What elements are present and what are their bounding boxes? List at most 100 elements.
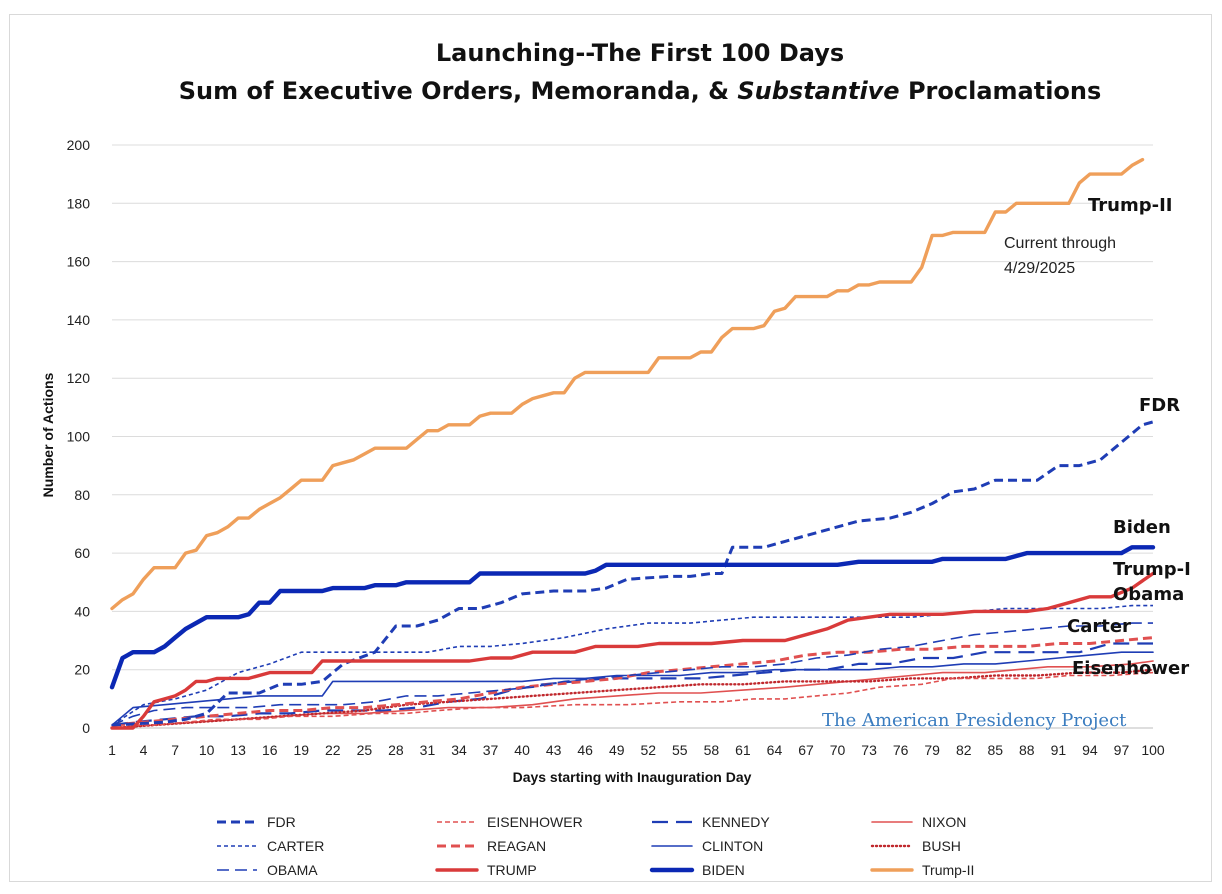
x-tick-70: 70 <box>830 742 846 758</box>
chart-title-line-2-emphasis: Substantive <box>737 77 899 105</box>
x-tick-52: 52 <box>640 742 656 758</box>
legend-label-eisenhower: EISENHOWER <box>487 814 583 830</box>
current-through-note-line-1: Current through <box>1004 235 1116 252</box>
x-tick-88: 88 <box>1019 742 1035 758</box>
series-line-bush <box>110 668 1155 730</box>
end-label-fdr: FDR <box>1139 395 1180 416</box>
legend-item-nixon: NIXON <box>871 814 966 830</box>
legend-label-trump-ii: Trump-II <box>922 862 974 878</box>
x-tick-64: 64 <box>767 742 783 758</box>
x-tick-40: 40 <box>514 742 530 758</box>
gridlines <box>112 144 1153 729</box>
legend-item-obama: OBAMA <box>217 862 318 878</box>
x-tick-91: 91 <box>1051 742 1067 758</box>
y-tick-60: 60 <box>74 545 90 561</box>
end-label-trump-i: Trump-I <box>1113 559 1191 580</box>
series-line-carter <box>111 604 1153 726</box>
x-tick-1: 1 <box>108 742 116 758</box>
y-tick-labels: 0 20 40 60 80 100 120 140 160 180 200 <box>67 137 91 736</box>
series-line-trump-ii <box>110 157 1145 611</box>
series-line-clinton <box>111 651 1154 726</box>
end-label-biden: Biden <box>1113 517 1171 538</box>
x-tick-13: 13 <box>230 742 246 758</box>
x-tick-34: 34 <box>451 742 467 758</box>
x-tick-31: 31 <box>420 742 436 758</box>
x-tick-76: 76 <box>893 742 909 758</box>
x-tick-4: 4 <box>140 742 148 758</box>
legend-label-bush: BUSH <box>922 838 961 854</box>
legend: FDR EISENHOWER KENNEDY NIXON CARTER REAGAN CLI… <box>217 814 974 878</box>
end-label-eisenhower: Eisenhower <box>1072 658 1189 679</box>
legend-label-obama: OBAMA <box>267 862 318 878</box>
x-tick-labels: 1 4 7 10 13 16 19 22 25 28 31 34 37 40 43 46 49 52 55 58 61 6… <box>108 742 1165 758</box>
series-line-fdr <box>111 420 1154 727</box>
chart-title-line-2-post: Proclamations <box>900 77 1102 105</box>
x-tick-28: 28 <box>388 742 404 758</box>
current-through-note-line-2: 4/29/2025 <box>1004 260 1075 277</box>
x-tick-67: 67 <box>798 742 814 758</box>
y-tick-200: 200 <box>67 137 91 153</box>
y-tick-80: 80 <box>74 487 90 503</box>
x-tick-82: 82 <box>956 742 972 758</box>
x-tick-22: 22 <box>325 742 341 758</box>
x-tick-58: 58 <box>704 742 720 758</box>
legend-item-biden: BIDEN <box>649 862 745 878</box>
y-tick-160: 160 <box>67 254 91 270</box>
x-tick-19: 19 <box>293 742 309 758</box>
y-tick-140: 140 <box>67 312 91 328</box>
legend-item-kennedy: KENNEDY <box>652 814 770 830</box>
chart-frame <box>9 14 1212 882</box>
x-tick-7: 7 <box>171 742 179 758</box>
legend-label-reagan: REAGAN <box>487 838 546 854</box>
chart-title-line-2-pre: Sum of Executive Orders, Memoranda, & <box>179 77 738 105</box>
watermark: The American Presidency Project <box>822 710 1127 731</box>
y-tick-120: 120 <box>67 370 91 386</box>
end-label-carter: Carter <box>1067 616 1131 637</box>
series-line-eisenhower <box>112 671 1154 726</box>
y-tick-40: 40 <box>74 603 90 619</box>
legend-item-reagan: REAGAN <box>437 838 546 854</box>
series-line-trump <box>110 571 1155 730</box>
legend-item-trump: TRUMP <box>435 862 537 878</box>
series-lines <box>109 157 1156 730</box>
x-tick-61: 61 <box>735 742 751 758</box>
x-tick-37: 37 <box>483 742 499 758</box>
legend-item-trump-ii: Trump-II <box>870 862 974 878</box>
x-tick-85: 85 <box>987 742 1003 758</box>
x-tick-16: 16 <box>262 742 278 758</box>
x-axis-label: Days starting with Inauguration Day <box>513 769 752 785</box>
end-label-trump-ii: Trump-II <box>1088 195 1173 216</box>
series-line-biden <box>109 545 1156 690</box>
legend-label-carter: CARTER <box>267 838 324 854</box>
end-label-obama: Obama <box>1113 584 1184 605</box>
x-tick-49: 49 <box>609 742 625 758</box>
legend-label-kennedy: KENNEDY <box>702 814 770 830</box>
x-tick-73: 73 <box>861 742 877 758</box>
y-tick-0: 0 <box>82 720 90 736</box>
legend-label-biden: BIDEN <box>702 862 745 878</box>
y-tick-20: 20 <box>74 662 90 678</box>
x-tick-55: 55 <box>672 742 688 758</box>
x-tick-97: 97 <box>1114 742 1130 758</box>
legend-label-fdr: FDR <box>267 814 296 830</box>
x-tick-43: 43 <box>546 742 562 758</box>
chart-title-line-1: Launching--The First 100 Days <box>436 39 844 67</box>
legend-item-bush: BUSH <box>870 838 961 854</box>
legend-item-carter: CARTER <box>217 838 324 854</box>
x-tick-10: 10 <box>199 742 215 758</box>
legend-item-clinton: CLINTON <box>651 838 763 854</box>
y-tick-180: 180 <box>67 195 91 211</box>
x-tick-46: 46 <box>577 742 593 758</box>
legend-label-clinton: CLINTON <box>702 838 763 854</box>
legend-label-trump: TRUMP <box>487 862 537 878</box>
x-tick-25: 25 <box>357 742 373 758</box>
y-tick-100: 100 <box>67 429 91 445</box>
legend-item-fdr: FDR <box>217 814 296 830</box>
chart-title-line-2: Sum of Executive Orders, Memoranda, & Su… <box>179 77 1102 105</box>
x-tick-100: 100 <box>1141 742 1165 758</box>
y-axis-label: Number of Actions <box>40 372 56 497</box>
x-tick-79: 79 <box>924 742 940 758</box>
legend-label-nixon: NIXON <box>922 814 966 830</box>
x-tick-94: 94 <box>1082 742 1098 758</box>
